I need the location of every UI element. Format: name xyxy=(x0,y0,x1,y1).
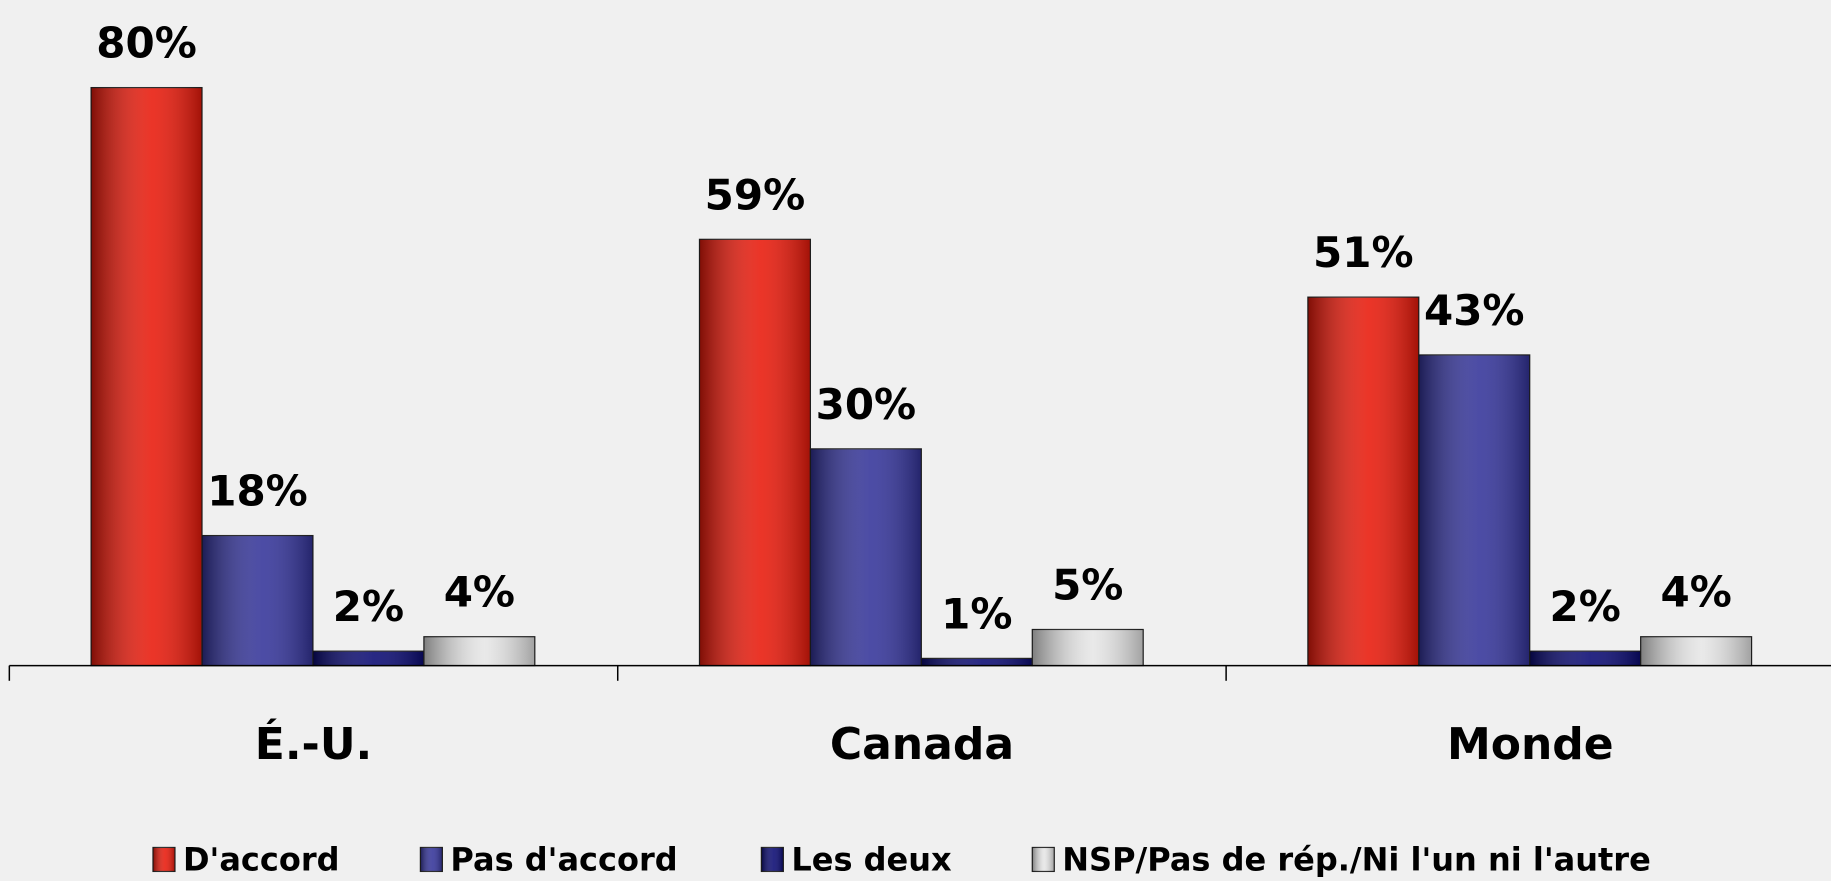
bar-shading xyxy=(1640,636,1752,666)
legend-label: Pas d'accord xyxy=(450,840,677,878)
x-tick-label: Monde xyxy=(1447,719,1614,770)
bar-shading xyxy=(423,636,535,666)
bar-shading xyxy=(1307,297,1419,666)
bar-shading xyxy=(699,239,811,666)
value-label: 4% xyxy=(1660,568,1731,617)
bar-shading xyxy=(1032,629,1144,666)
bar-shading xyxy=(1529,651,1641,666)
bar-shading xyxy=(91,87,203,666)
bar-shading xyxy=(312,651,424,666)
value-label: 1% xyxy=(941,589,1012,638)
value-label: 2% xyxy=(333,582,404,631)
legend-swatch-shading xyxy=(152,847,175,872)
x-tick-label: Canada xyxy=(830,719,1014,770)
bar-shading xyxy=(1418,354,1530,666)
value-label: 51% xyxy=(1313,228,1414,277)
bar-shading xyxy=(921,658,1033,666)
bar-shading xyxy=(202,535,313,666)
value-label: 59% xyxy=(705,170,806,219)
value-label: 5% xyxy=(1052,560,1123,609)
legend-label: D'accord xyxy=(183,840,340,878)
legend-swatch-shading xyxy=(761,847,784,872)
legend-label: Les deux xyxy=(791,840,952,878)
x-tick-label: É.-U. xyxy=(255,717,372,770)
value-label: 30% xyxy=(816,380,917,429)
value-label: 43% xyxy=(1424,286,1525,335)
legend-swatch-shading xyxy=(1032,847,1055,872)
value-label: 2% xyxy=(1550,582,1621,631)
value-label: 18% xyxy=(207,467,308,516)
value-label: 4% xyxy=(444,568,515,617)
value-label: 80% xyxy=(96,19,197,68)
legend-label: NSP/Pas de rép./Ni l'un ni l'autre xyxy=(1062,840,1651,878)
legend-swatch-shading xyxy=(420,847,443,872)
bar-shading xyxy=(810,448,922,666)
